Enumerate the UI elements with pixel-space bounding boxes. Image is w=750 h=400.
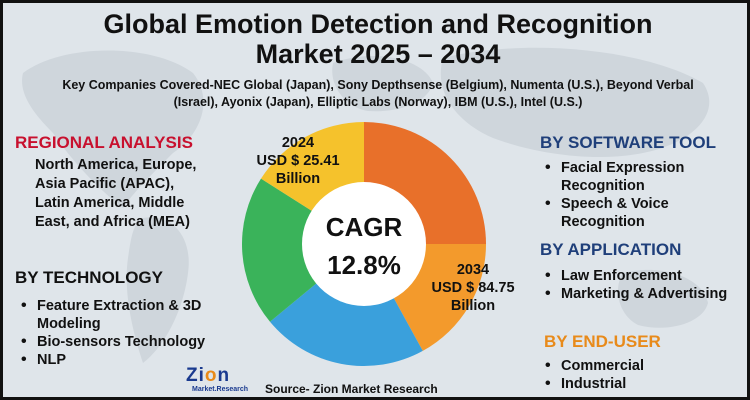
title-line-2: Market 2025 – 2034 [255,39,501,69]
regional-analysis-heading: REGIONAL ANALYSIS [15,133,193,152]
list-item: Industrial [543,375,743,393]
logo-zi: Zi [186,365,205,386]
list-item: Law Enforcement [543,267,743,285]
technology-list: Feature Extraction & 3D Modeling Bio-sen… [19,297,219,369]
list-item: Commercial [543,357,743,375]
end-year: 2034 [456,262,490,278]
list-item: NLP [19,351,219,369]
page-title: Global Emotion Detection and Recognition… [3,9,747,69]
list-item: Bio-sensors Technology [19,333,219,351]
logo-subtitle: Market.Research [192,386,249,393]
title-line-1: Global Emotion Detection and Recognition [103,9,653,39]
list-item: Feature Extraction & 3D Modeling [19,297,219,333]
regional-analysis-text: North America, Europe, Asia Pacific (APA… [35,157,197,230]
logo-wordmark: Zion [186,366,248,386]
cagr-value: 12.8% [327,250,401,280]
list-item: Marketing & Advertising [543,285,743,303]
end-year-label: 2034 USD $ 84.75 Billion [408,261,538,315]
end-user-heading: BY END-USER [544,332,661,351]
donut-segment-3 [269,244,423,366]
software-tool-list: Facial Expression Recognition Speech & V… [543,159,743,231]
logo-n: n [217,365,231,386]
end-value: USD $ 84.75 [431,280,515,296]
zion-logo: Zion Market.Research [186,366,248,394]
end-unit: Billion [450,298,496,314]
technology-heading: BY TECHNOLOGY [15,268,163,287]
source-note: Source- Zion Market Research [265,382,438,396]
end-user-list: Commercial Industrial [543,357,743,393]
application-heading: BY APPLICATION [540,240,682,259]
software-tool-heading: BY SOFTWARE TOOL [540,133,716,152]
start-year: 2024 [281,135,315,151]
list-item: Speech & Voice Recognition [543,195,743,231]
donut-center [302,182,426,306]
start-year-label: 2024 USD $ 25.41 Billion [243,134,353,188]
key-companies-text: Key Companies Covered-NEC Global (Japan)… [62,78,694,109]
cagr-label: CAGR [326,212,403,242]
list-item: Facial Expression Recognition [543,159,743,195]
start-value: USD $ 25.41 [256,153,340,169]
cagr-donut-graphic: CAGR 12.8% [242,122,486,366]
start-unit: Billion [275,171,321,187]
application-list: Law Enforcement Marketing & Advertising [543,267,743,303]
logo-o: o [204,365,218,386]
